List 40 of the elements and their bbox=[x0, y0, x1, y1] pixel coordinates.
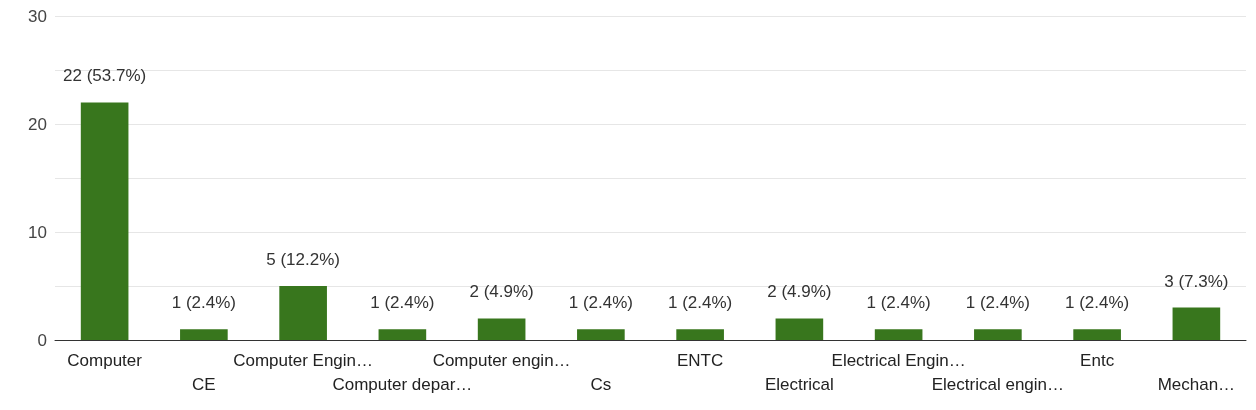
data-label: 1 (2.4%) bbox=[1065, 293, 1130, 313]
data-label: 1 (2.4%) bbox=[668, 293, 733, 313]
bar bbox=[974, 329, 1022, 340]
x-tick-label: Computer Engin… bbox=[233, 350, 374, 370]
data-label: 2 (4.9%) bbox=[469, 282, 534, 302]
x-tick-label: Computer depar… bbox=[332, 374, 473, 394]
x-tick-label: Cs bbox=[590, 374, 612, 394]
data-label: 1 (2.4%) bbox=[370, 293, 435, 313]
x-tick-label: Electrical Engin… bbox=[831, 350, 966, 370]
y-tick-label: 20 bbox=[28, 114, 47, 134]
bar bbox=[378, 329, 427, 340]
x-tick-label: Computer bbox=[67, 350, 143, 370]
bar bbox=[676, 329, 724, 340]
x-tick-label: CE bbox=[192, 374, 216, 394]
bar bbox=[775, 318, 824, 340]
bar bbox=[80, 102, 129, 340]
x-tick-label: Electrical bbox=[764, 374, 834, 394]
bar bbox=[180, 329, 228, 340]
data-label: 1 (2.4%) bbox=[866, 293, 931, 313]
bar bbox=[1073, 329, 1121, 340]
x-tick-label: Entc bbox=[1080, 350, 1115, 370]
data-label: 5 (12.2%) bbox=[266, 250, 340, 269]
x-tick-label: Computer engin… bbox=[432, 350, 571, 370]
data-label: 1 (2.4%) bbox=[171, 293, 236, 313]
data-label: 1 (2.4%) bbox=[965, 293, 1030, 313]
y-tick-label: 30 bbox=[28, 6, 47, 26]
bar bbox=[1172, 307, 1221, 340]
data-label: 1 (2.4%) bbox=[568, 293, 633, 313]
bar bbox=[477, 318, 526, 340]
x-tick-label: ENTC bbox=[676, 350, 724, 370]
bar bbox=[577, 329, 625, 340]
bar bbox=[279, 286, 327, 340]
data-label: 22 (53.7%) bbox=[63, 66, 147, 86]
data-label: 3 (7.3%) bbox=[1164, 271, 1229, 291]
x-tick-label: Mechan… bbox=[1157, 374, 1236, 394]
data-label: 2 (4.9%) bbox=[767, 282, 832, 302]
x-tick-label: Electrical engin… bbox=[931, 374, 1065, 394]
y-tick-label: 0 bbox=[37, 330, 47, 350]
y-tick-label: 10 bbox=[28, 222, 47, 242]
bar bbox=[874, 329, 923, 340]
